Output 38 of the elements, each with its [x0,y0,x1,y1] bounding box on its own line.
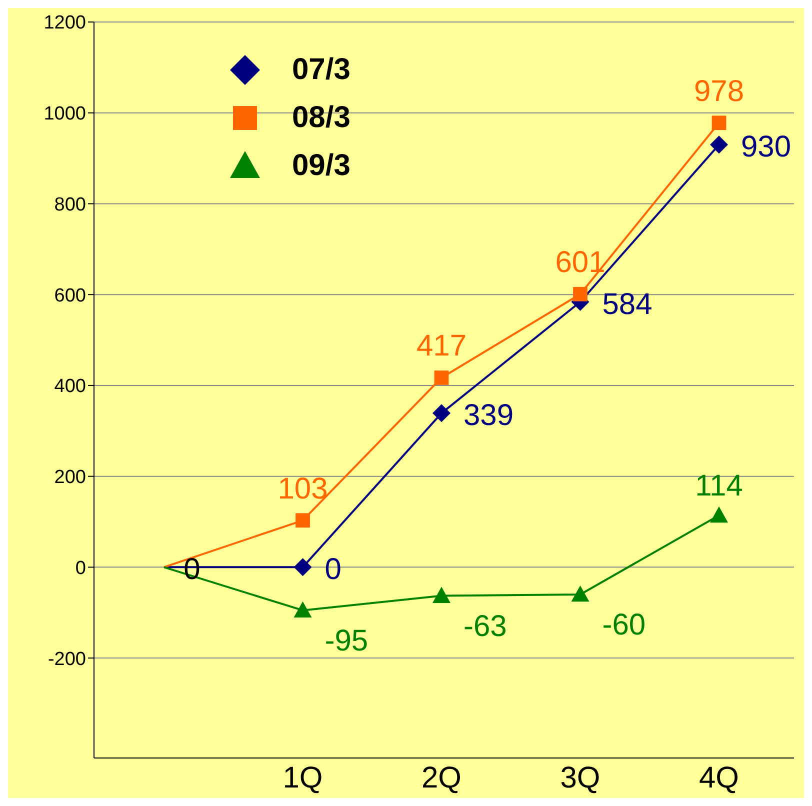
data-label: 339 [464,399,514,432]
y-tick-label: 600 [54,285,86,306]
x-tick-label: 2Q [421,761,462,794]
data-label: 0 [324,553,342,586]
data-label: -60 [602,608,646,642]
data-label: 417 [416,330,467,363]
legend-label: 07/3 [292,53,350,87]
y-tick-label: 400 [54,376,86,398]
point [294,601,312,618]
point [710,136,728,154]
y-tick-label: 800 [54,194,86,216]
x-tick-label: 1Q [282,761,323,794]
y-tick-label: 1200 [44,12,86,34]
data-label: 584 [602,288,652,321]
y-tick-label: 1000 [44,104,86,125]
point [571,585,590,602]
x-tick-label: 4Q [698,761,740,794]
point [432,586,450,604]
point [710,506,728,523]
legend-label: 08/3 [292,101,350,135]
point [712,116,726,130]
data-label: -95 [324,624,368,658]
data-label: 978 [694,74,744,108]
y-tick-label: -200 [48,648,86,670]
data-label: 930 [741,130,792,164]
point [296,513,310,528]
data-label: -63 [464,610,507,643]
y-tick-label: 200 [54,467,86,488]
data-label: 601 [555,246,606,280]
data-label: 103 [278,472,328,506]
data-label: 114 [695,469,743,502]
point [573,286,588,302]
point [294,558,312,576]
x-tick-label: 3Q [560,761,600,794]
y-tick-label: 0 [75,558,86,579]
point [434,370,449,385]
point [432,404,450,422]
legend-label: 09/3 [292,149,350,183]
